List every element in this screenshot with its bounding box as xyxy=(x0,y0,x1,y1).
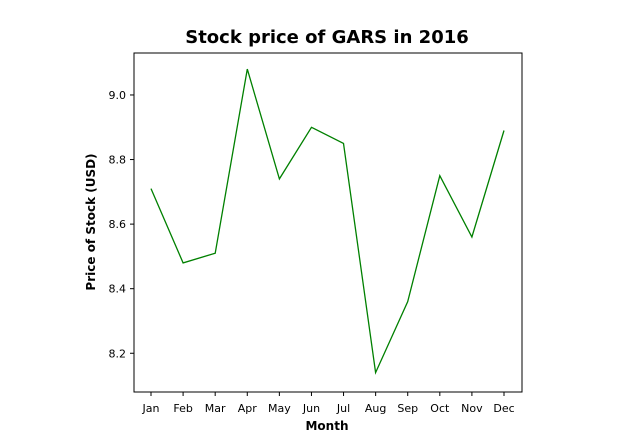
y-tick-label: 8.2 xyxy=(109,347,127,360)
x-tick-label: Jan xyxy=(142,402,160,415)
x-tick-label: Jul xyxy=(336,402,350,415)
y-tick-label: 8.8 xyxy=(109,154,127,167)
chart-title: Stock price of GARS in 2016 xyxy=(185,27,469,48)
x-tick-label: Feb xyxy=(173,402,192,415)
series-line xyxy=(150,68,505,375)
x-tick-label: May xyxy=(268,402,291,415)
y-axis: 8.2 8.4 8.6 8.8 9.0 xyxy=(109,89,134,360)
y-tick-label: 9.0 xyxy=(109,89,127,102)
x-axis: Jan Feb Mar Apr May Jun Jul Aug Sep Oct Nov Dec xyxy=(142,392,515,415)
x-tick-label: Jun xyxy=(302,402,320,415)
x-tick-label: Nov xyxy=(461,402,483,415)
x-tick-label: Mar xyxy=(205,402,226,415)
y-axis-label: Price of Stock (USD) xyxy=(84,153,98,290)
x-axis-label: Month xyxy=(305,419,348,433)
x-tick-label: Sep xyxy=(397,402,418,415)
y-tick-label: 8.6 xyxy=(109,218,127,231)
x-tick-label: Apr xyxy=(238,402,258,415)
x-tick-label: Oct xyxy=(430,402,450,415)
plot-area xyxy=(133,52,523,393)
x-tick-label: Dec xyxy=(493,402,514,415)
x-tick-label: Aug xyxy=(365,402,386,415)
y-tick-label: 8.4 xyxy=(109,283,127,296)
